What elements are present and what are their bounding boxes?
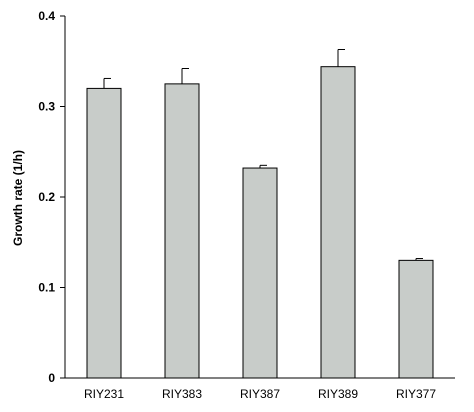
x-tick-label: RIY383 xyxy=(162,387,202,401)
x-tick-label: RIY377 xyxy=(396,387,436,401)
x-axis-tick-labels: RIY231 RIY383 RIY387 RIY389 RIY377 xyxy=(84,387,436,401)
bar-riy231 xyxy=(86,87,122,379)
x-tick-label: RIY231 xyxy=(84,387,124,401)
y-tick-label: 0 xyxy=(48,371,55,385)
y-tick-label: 0.1 xyxy=(38,281,55,295)
y-axis-title: Growth rate (1/h) xyxy=(11,150,25,246)
y-tick-label: 0.2 xyxy=(38,190,55,204)
x-tick-label: RIY387 xyxy=(240,387,280,401)
bar-riy389 xyxy=(320,66,356,379)
y-tick-label: 0.4 xyxy=(38,9,55,23)
bar-riy377 xyxy=(398,259,434,379)
bar-riy383 xyxy=(164,83,200,379)
x-tick-label: RIY389 xyxy=(318,387,358,401)
y-axis-ticks: 0 0.1 0.2 0.3 0.4 xyxy=(38,9,65,385)
bar-riy387 xyxy=(242,167,278,379)
y-tick-label: 0.3 xyxy=(38,100,55,114)
error-bars xyxy=(103,48,423,261)
bars xyxy=(86,66,434,379)
